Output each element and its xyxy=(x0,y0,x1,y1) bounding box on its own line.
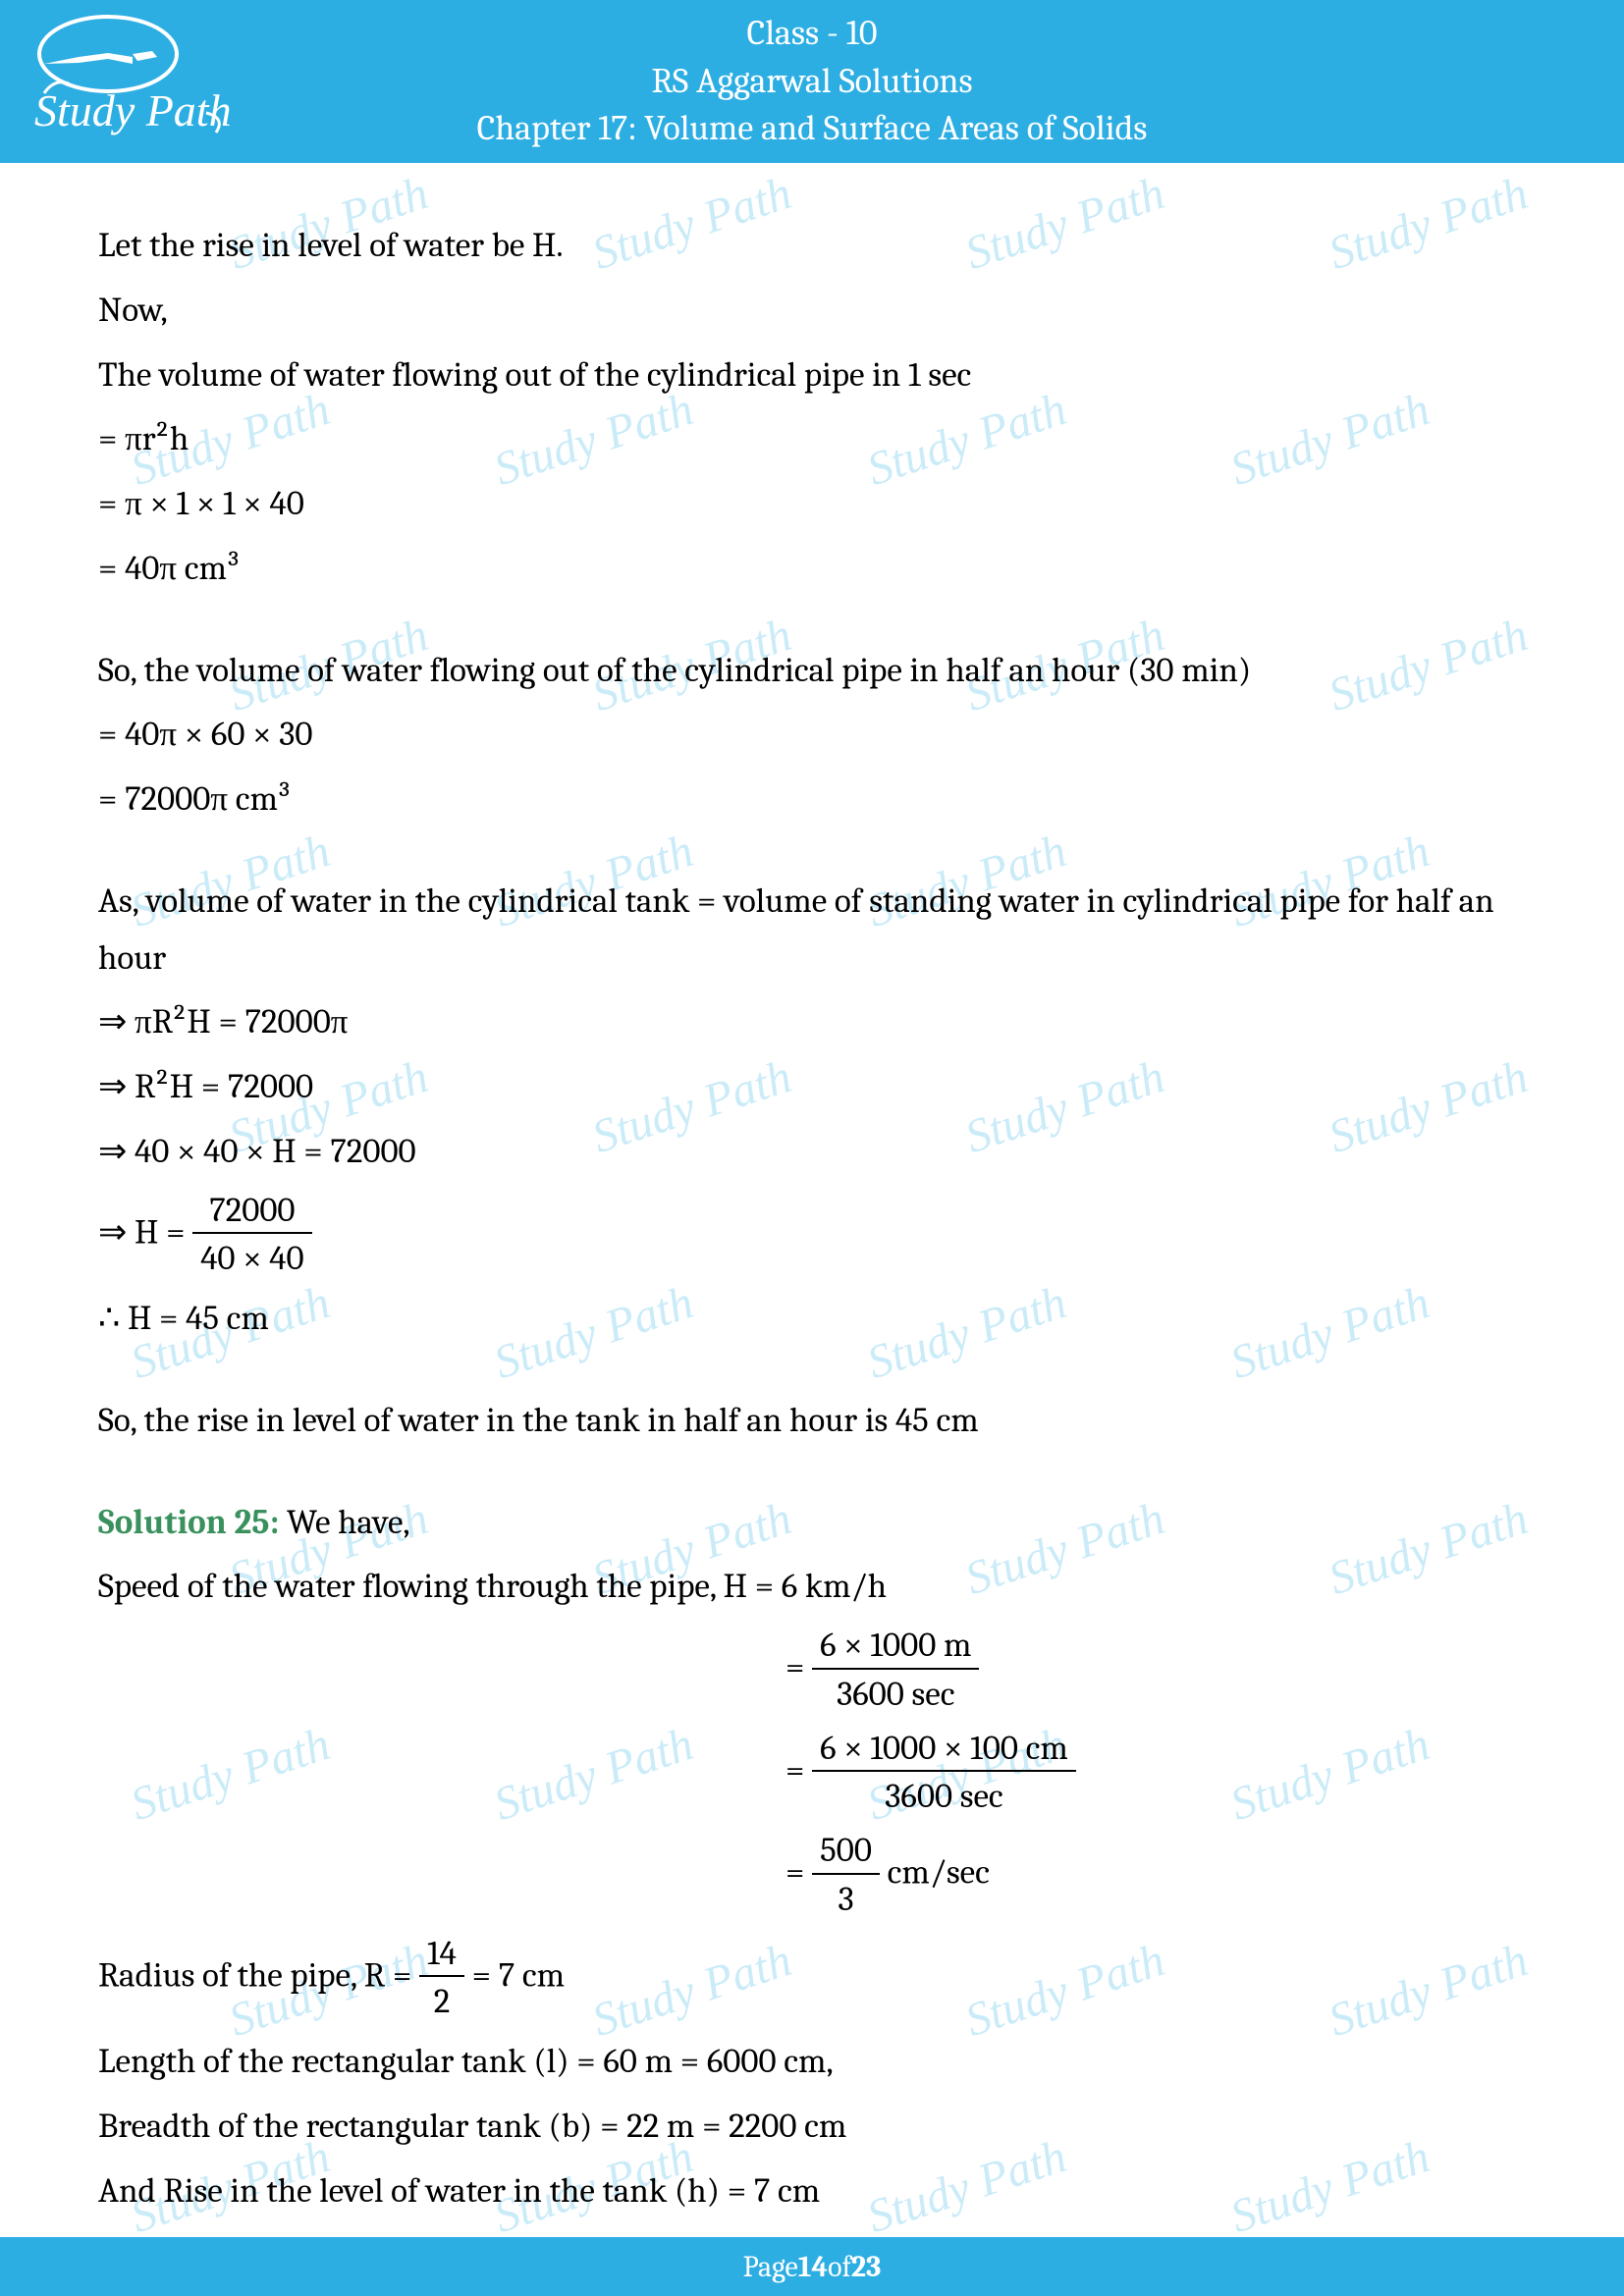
fraction: 6 × 1000 m 3600 sec xyxy=(812,1623,979,1718)
class-label: Class - 10 xyxy=(0,10,1624,58)
text-line: And Rise in the level of water in the ta… xyxy=(98,2163,1526,2219)
page-footer: Page 14 of 23 xyxy=(0,2237,1624,2296)
numerator: 72000 xyxy=(192,1188,311,1235)
study-path-logo-icon: Study Path xyxy=(20,10,236,137)
svg-text:Study Path: Study Path xyxy=(34,85,232,135)
page-number: 14 xyxy=(798,2250,828,2284)
fraction: 6 × 1000 × 100 cm 3600 sec xyxy=(812,1726,1076,1821)
eq-suffix: cm/sec xyxy=(888,1851,990,1892)
fraction: 14 2 xyxy=(419,1931,464,2026)
page-total: 23 xyxy=(851,2250,881,2284)
equation-line: = πr²h xyxy=(98,410,1526,467)
equation-line: ⇒ R²H = 72000 xyxy=(98,1058,1526,1115)
denominator: 40 × 40 xyxy=(192,1234,311,1282)
text-line: As, volume of water in the cylindrical t… xyxy=(98,873,1526,987)
equation-line: = 40π cm³ xyxy=(98,540,1526,597)
text-line: So, the volume of water flowing out of t… xyxy=(98,642,1526,699)
equation-line: = 500 3 cm/sec xyxy=(98,1828,1526,1923)
eq-prefix: = xyxy=(785,1646,812,1686)
page-mid: of xyxy=(828,2250,851,2284)
text-line: Breadth of the rectangular tank (b) = 22… xyxy=(98,2098,1526,2155)
text-line: So, the rise in level of water in the ta… xyxy=(98,1392,1526,1449)
equation-line: = π × 1 × 1 × 40 xyxy=(98,475,1526,532)
text-line: Speed of the water flowing through the p… xyxy=(98,1558,1526,1615)
text-line: Now, xyxy=(98,282,1526,339)
equation-line: = 72000π cm³ xyxy=(98,771,1526,828)
page-pre: Page xyxy=(743,2250,798,2284)
text-line: Length of the rectangular tank (l) = 60 … xyxy=(98,2033,1526,2090)
numerator: 14 xyxy=(419,1931,464,1978)
equation-line: ⇒ πR²H = 72000π xyxy=(98,993,1526,1050)
denominator: 3 xyxy=(812,1875,880,1923)
eq-prefix: ⇒ H = xyxy=(98,1211,185,1252)
eq-prefix: = xyxy=(785,1749,812,1789)
fraction: 500 3 xyxy=(812,1828,880,1923)
equation-line: ⇒ H = 72000 40 × 40 xyxy=(98,1188,1526,1283)
denominator: 2 xyxy=(419,1977,464,2025)
logo: Study Path xyxy=(20,10,236,141)
page-header: Study Path Class - 10 RS Aggarwal Soluti… xyxy=(0,0,1624,163)
numerator: 6 × 1000 × 100 cm xyxy=(812,1726,1076,1773)
text-line: Let the rise in level of water be H. xyxy=(98,217,1526,274)
solution-label: Solution 25: xyxy=(98,1502,279,1542)
equation-line: = 40π × 60 × 30 xyxy=(98,706,1526,763)
numerator: 6 × 1000 m xyxy=(812,1623,979,1670)
eq-prefix: Radius of the pipe, R = xyxy=(98,1954,419,1995)
denominator: 3600 sec xyxy=(812,1772,1076,1820)
solution-heading: Solution 25: We have, xyxy=(98,1494,1526,1551)
equation-line: ⇒ 40 × 40 × H = 72000 xyxy=(98,1123,1526,1180)
text-line: The volume of water flowing out of the c… xyxy=(98,347,1526,403)
fraction: 72000 40 × 40 xyxy=(192,1188,311,1283)
chapter-label: Chapter 17: Volume and Surface Areas of … xyxy=(0,105,1624,153)
equation-line: ∴ H = 45 cm xyxy=(98,1290,1526,1347)
eq-suffix: = 7 cm xyxy=(472,1954,565,1995)
book-label: RS Aggarwal Solutions xyxy=(0,58,1624,106)
denominator: 3600 sec xyxy=(812,1670,979,1718)
numerator: 500 xyxy=(812,1828,880,1875)
equation-line: = 6 × 1000 m 3600 sec xyxy=(98,1623,1526,1718)
eq-prefix: = xyxy=(785,1851,812,1892)
header-text: Class - 10 RS Aggarwal Solutions Chapter… xyxy=(0,10,1624,153)
page-content: Let the rise in level of water be H. Now… xyxy=(0,163,1624,2218)
equation-line: = 6 × 1000 × 100 cm 3600 sec xyxy=(98,1726,1526,1821)
equation-line: Radius of the pipe, R = 14 2 = 7 cm xyxy=(98,1931,1526,2026)
solution-intro: We have, xyxy=(279,1502,409,1542)
